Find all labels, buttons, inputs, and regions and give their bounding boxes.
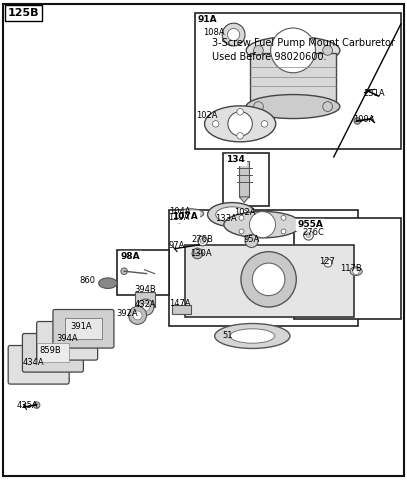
Circle shape [271, 28, 315, 73]
Circle shape [175, 215, 183, 223]
Ellipse shape [215, 324, 290, 348]
Circle shape [252, 263, 285, 296]
Circle shape [212, 120, 219, 127]
Circle shape [200, 239, 205, 243]
Text: 119A: 119A [168, 214, 189, 222]
Ellipse shape [246, 36, 340, 64]
Text: 91A: 91A [197, 15, 217, 24]
Ellipse shape [177, 209, 204, 218]
Text: 394B: 394B [134, 286, 156, 294]
Text: 394A: 394A [56, 334, 78, 343]
Ellipse shape [224, 211, 301, 238]
Bar [169, 210, 358, 326]
Text: 147A: 147A [169, 299, 190, 308]
Bar [250, 53, 336, 106]
Text: 108A: 108A [203, 28, 224, 37]
FancyBboxPatch shape [22, 334, 83, 372]
Text: 434A: 434A [22, 358, 44, 367]
Ellipse shape [208, 203, 256, 227]
Ellipse shape [246, 95, 340, 119]
FancyBboxPatch shape [37, 322, 98, 360]
Text: 95A: 95A [243, 235, 260, 243]
Circle shape [304, 230, 313, 240]
Text: 97A: 97A [169, 241, 185, 250]
Circle shape [324, 259, 332, 267]
Circle shape [228, 28, 240, 41]
Circle shape [245, 234, 258, 248]
Bar [185, 245, 354, 317]
Text: 392A: 392A [116, 309, 138, 318]
Circle shape [228, 112, 252, 136]
Polygon shape [239, 197, 249, 203]
Circle shape [237, 132, 243, 139]
Text: 391A: 391A [70, 322, 92, 331]
Text: 98A: 98A [120, 252, 140, 261]
Text: 104A: 104A [169, 207, 190, 216]
Circle shape [192, 248, 203, 259]
FancyBboxPatch shape [8, 346, 69, 384]
Circle shape [239, 229, 244, 234]
Ellipse shape [230, 329, 275, 343]
Text: 102A: 102A [197, 111, 218, 120]
Text: 102A: 102A [234, 208, 255, 216]
Text: 955A: 955A [297, 220, 323, 229]
Bar [223, 153, 269, 206]
Text: 107A: 107A [172, 212, 198, 221]
Circle shape [237, 108, 243, 115]
Circle shape [261, 120, 268, 127]
Ellipse shape [350, 267, 362, 276]
Text: 276B: 276B [191, 235, 213, 243]
Text: 133A: 133A [215, 214, 236, 223]
Circle shape [138, 299, 154, 315]
Circle shape [142, 303, 150, 311]
Circle shape [281, 216, 286, 220]
Circle shape [33, 402, 40, 408]
Ellipse shape [216, 207, 248, 222]
Bar [135, 292, 155, 307]
Circle shape [254, 46, 263, 55]
Text: 125B: 125B [8, 8, 39, 18]
Circle shape [239, 216, 244, 220]
Circle shape [254, 102, 263, 111]
Bar [65, 318, 102, 339]
Bar [294, 218, 401, 319]
Circle shape [323, 46, 333, 55]
FancyBboxPatch shape [53, 310, 114, 348]
Circle shape [353, 268, 359, 275]
Text: 109A: 109A [353, 116, 375, 124]
Circle shape [129, 306, 147, 324]
Text: 276C: 276C [302, 228, 324, 237]
Bar [195, 13, 401, 149]
Circle shape [306, 233, 311, 238]
Text: 3-Screw Fuel Pump Mount Carburetor
Used Before 98020600.: 3-Screw Fuel Pump Mount Carburetor Used … [212, 38, 394, 62]
Circle shape [323, 102, 333, 111]
Bar [117, 250, 169, 295]
Text: 231A: 231A [363, 89, 385, 98]
Text: 860: 860 [79, 276, 95, 285]
Circle shape [222, 23, 245, 46]
Bar [37, 343, 69, 362]
Text: 432A: 432A [134, 300, 156, 309]
Text: 435A: 435A [16, 401, 38, 410]
Circle shape [249, 212, 276, 238]
Text: 51: 51 [223, 331, 233, 339]
Circle shape [281, 229, 286, 234]
Text: 134: 134 [226, 155, 245, 164]
Circle shape [241, 252, 296, 307]
Text: 859B: 859B [39, 346, 61, 355]
Bar [172, 305, 191, 314]
Text: 130A: 130A [190, 249, 211, 258]
Bar [239, 161, 249, 197]
Ellipse shape [98, 278, 117, 288]
Text: 117B: 117B [340, 264, 362, 273]
Circle shape [354, 118, 361, 124]
Circle shape [133, 311, 142, 320]
Text: 127: 127 [319, 257, 335, 266]
Circle shape [121, 268, 127, 275]
Circle shape [198, 236, 208, 246]
Ellipse shape [204, 106, 276, 142]
